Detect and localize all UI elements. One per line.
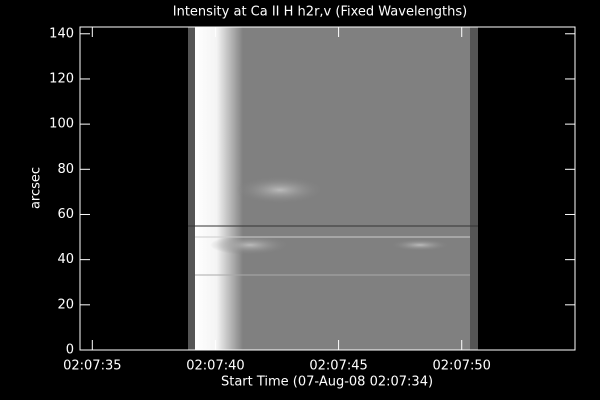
y-tick-label: 40 (57, 252, 74, 267)
x-tick-label: 02:07:50 (433, 359, 491, 374)
y-axis-label: arcsec (29, 167, 44, 209)
x-tick-label: 02:07:40 (186, 359, 244, 374)
y-tick-label: 20 (57, 297, 74, 312)
y-tick-label: 80 (57, 162, 74, 177)
x-axis-label: Start Time (07-Aug-08 02:07:34) (221, 375, 433, 390)
chart-title: Intensity at Ca II H h2r,v (Fixed Wavele… (173, 5, 467, 20)
y-tick-label: 120 (49, 71, 74, 86)
y-tick-label: 0 (66, 343, 74, 358)
y-tick-label: 140 (49, 26, 74, 41)
plot-frame (79, 26, 576, 351)
y-tick-label: 60 (57, 207, 74, 222)
image (188, 27, 478, 350)
y-tick-label: 100 (49, 117, 74, 132)
x-tick-label: 02:07:45 (309, 359, 367, 374)
x-tick-label: 02:07:35 (63, 359, 121, 374)
